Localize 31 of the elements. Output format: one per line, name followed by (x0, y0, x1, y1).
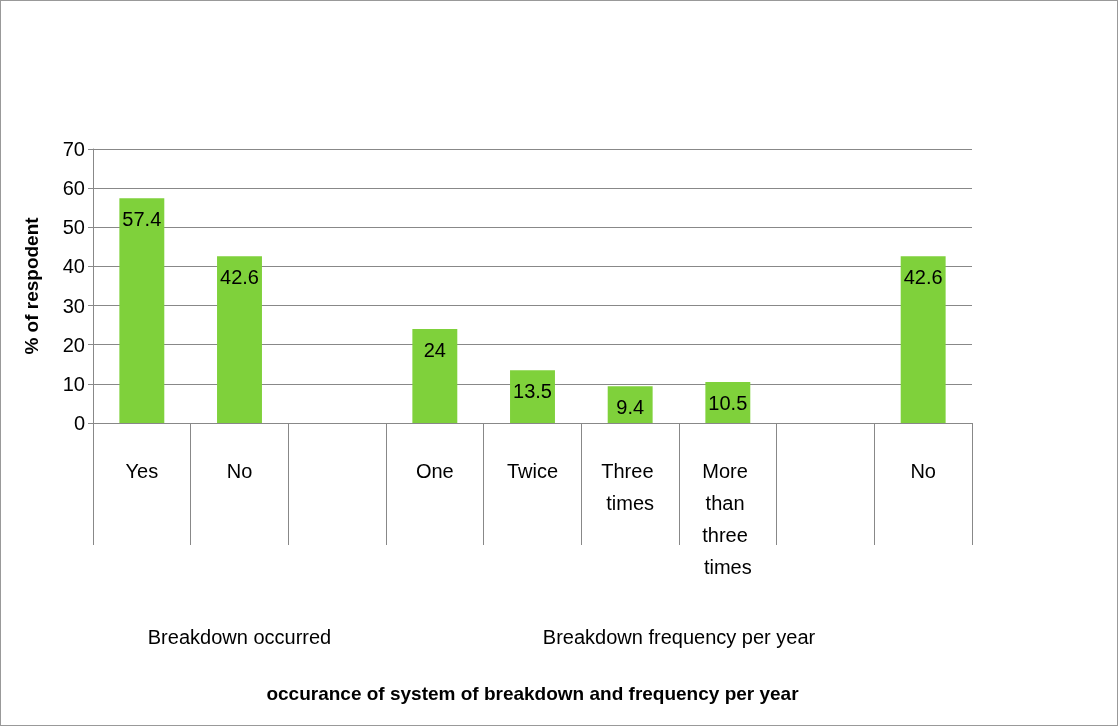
y-tick-label: 60 (62, 177, 85, 200)
bar (900, 256, 946, 423)
y-tick-label: 50 (62, 216, 85, 239)
bar (119, 198, 165, 423)
data-label: 10.5 (708, 391, 748, 414)
data-label: 13.5 (513, 380, 552, 403)
data-label: 57.4 (122, 208, 162, 231)
y-tick-label: 30 (62, 294, 85, 317)
x-tick-label: Three times (601, 460, 660, 514)
data-label: 24 (423, 339, 446, 362)
data-label: 9.4 (616, 396, 645, 419)
y-tick-label: 20 (62, 333, 85, 356)
y-tick-label: 10 (62, 372, 85, 395)
x-tick-label: Twice (506, 460, 559, 482)
data-label: 42.6 (903, 266, 943, 289)
y-tick-label: 0 (73, 412, 85, 434)
x-tick-label: Yes (125, 460, 159, 482)
x-tick-label: No (226, 460, 253, 482)
x-tick-label: No (910, 460, 936, 482)
y-tick-label: 70 (62, 138, 85, 160)
text: occurance of system of breakdown and frequency per year (266, 682, 800, 704)
text: Breakdown occurred (147, 626, 332, 648)
text: Breakdown frequency per year (542, 626, 816, 648)
data-label: 42.6 (220, 266, 259, 289)
bar (412, 329, 458, 423)
y-tick-label: 40 (62, 255, 85, 278)
bar (510, 370, 555, 423)
bar (217, 256, 262, 423)
y-axis-title: % of respodent (21, 216, 42, 355)
x-tick-label: One (415, 460, 454, 482)
x-tick-label: More than three times (702, 460, 754, 578)
